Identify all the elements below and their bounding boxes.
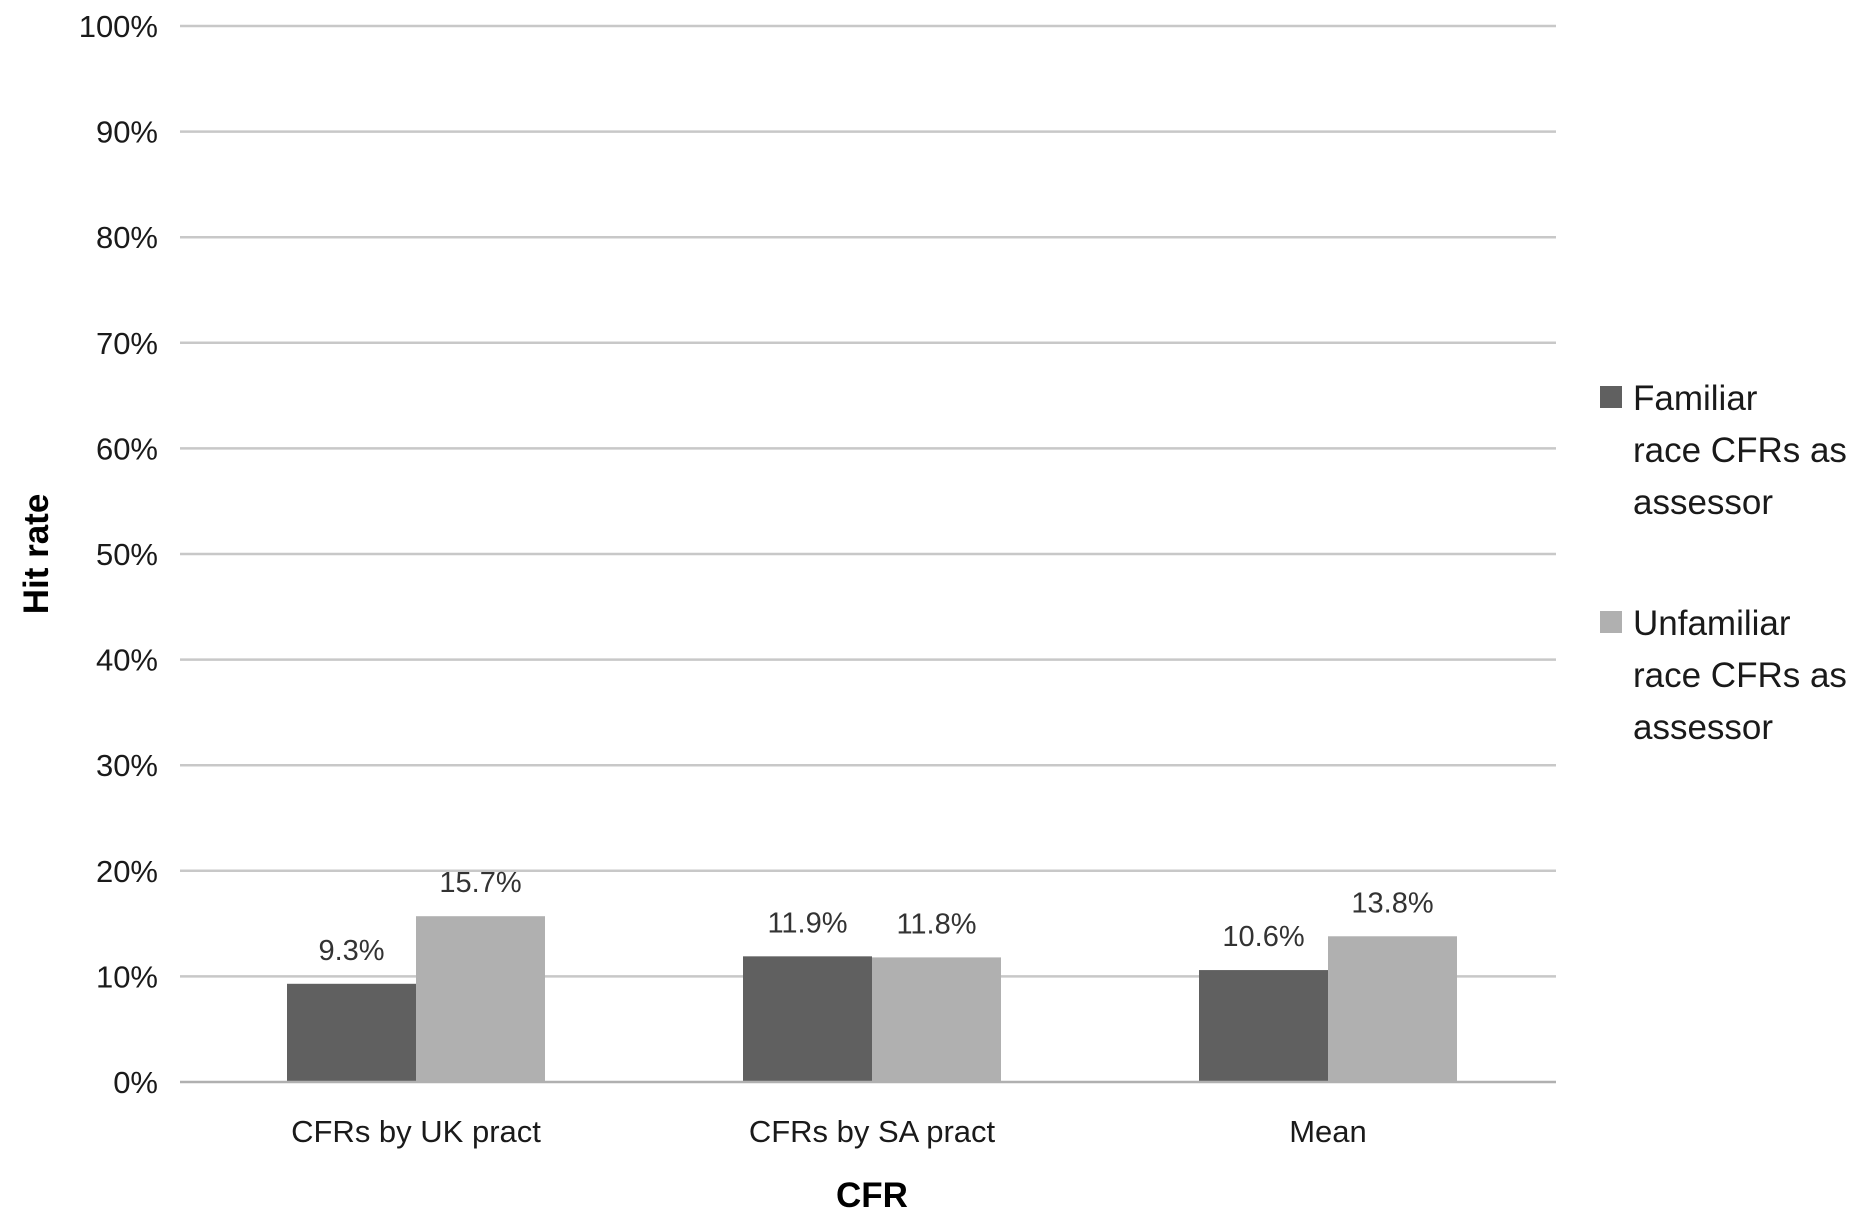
legend-label: Unfamiliar: [1633, 604, 1791, 643]
y-axis-ticks: 0% 10% 20% 30% 40% 50% 60% 70% 80% 90% 100%: [79, 9, 158, 1100]
data-label: 15.7%: [439, 867, 521, 899]
y-tick-label: 100%: [79, 9, 158, 44]
legend-label: race CFRs as: [1633, 656, 1847, 695]
data-label: 11.8%: [896, 908, 976, 940]
x-tick-label: CFRs by SA pract: [749, 1114, 996, 1149]
legend-swatch: [1600, 611, 1622, 633]
data-label: 13.8%: [1351, 887, 1433, 919]
bar: [416, 916, 545, 1082]
y-tick-label: 80%: [96, 220, 158, 255]
y-tick-label: 40%: [96, 643, 158, 678]
data-label: 11.9%: [767, 907, 847, 939]
data-labels: 9.3% 15.7% 11.9% 11.8% 10.6% 13.8%: [318, 867, 1433, 967]
legend-label: race CFRs as: [1633, 431, 1847, 470]
y-axis-title: Hit rate: [17, 494, 56, 615]
bar: [1328, 936, 1457, 1082]
legend-label: Familiar: [1633, 379, 1758, 418]
y-tick-label: 10%: [96, 959, 158, 994]
gridlines: [180, 24, 1556, 978]
legend-label: assessor: [1633, 708, 1773, 747]
y-tick-label: 70%: [96, 326, 158, 361]
y-tick-label: 90%: [96, 115, 158, 150]
y-tick-label: 50%: [96, 537, 158, 572]
x-tick-label: CFRs by UK pract: [291, 1114, 541, 1149]
legend-label: assessor: [1633, 483, 1773, 522]
x-tick-label: Mean: [1289, 1114, 1367, 1149]
x-axis-title: CFR: [836, 1176, 908, 1212]
y-tick-label: 60%: [96, 431, 158, 466]
bar: [1199, 970, 1328, 1082]
data-label: 9.3%: [318, 935, 384, 967]
y-tick-label: 30%: [96, 748, 158, 783]
x-axis-ticks: CFRs by UK pract CFRs by SA pract Mean: [291, 1114, 1367, 1149]
data-label: 10.6%: [1222, 921, 1304, 953]
legend-swatch: [1600, 386, 1622, 408]
bars: [287, 916, 1457, 1082]
y-tick-label: 20%: [96, 854, 158, 889]
bar: [872, 957, 1001, 1082]
bar: [287, 983, 416, 1082]
bar: [743, 956, 872, 1082]
y-tick-label: 0%: [113, 1065, 158, 1100]
legend: Familiar race CFRs as assessor Unfamiliar ra…: [1600, 379, 1847, 747]
